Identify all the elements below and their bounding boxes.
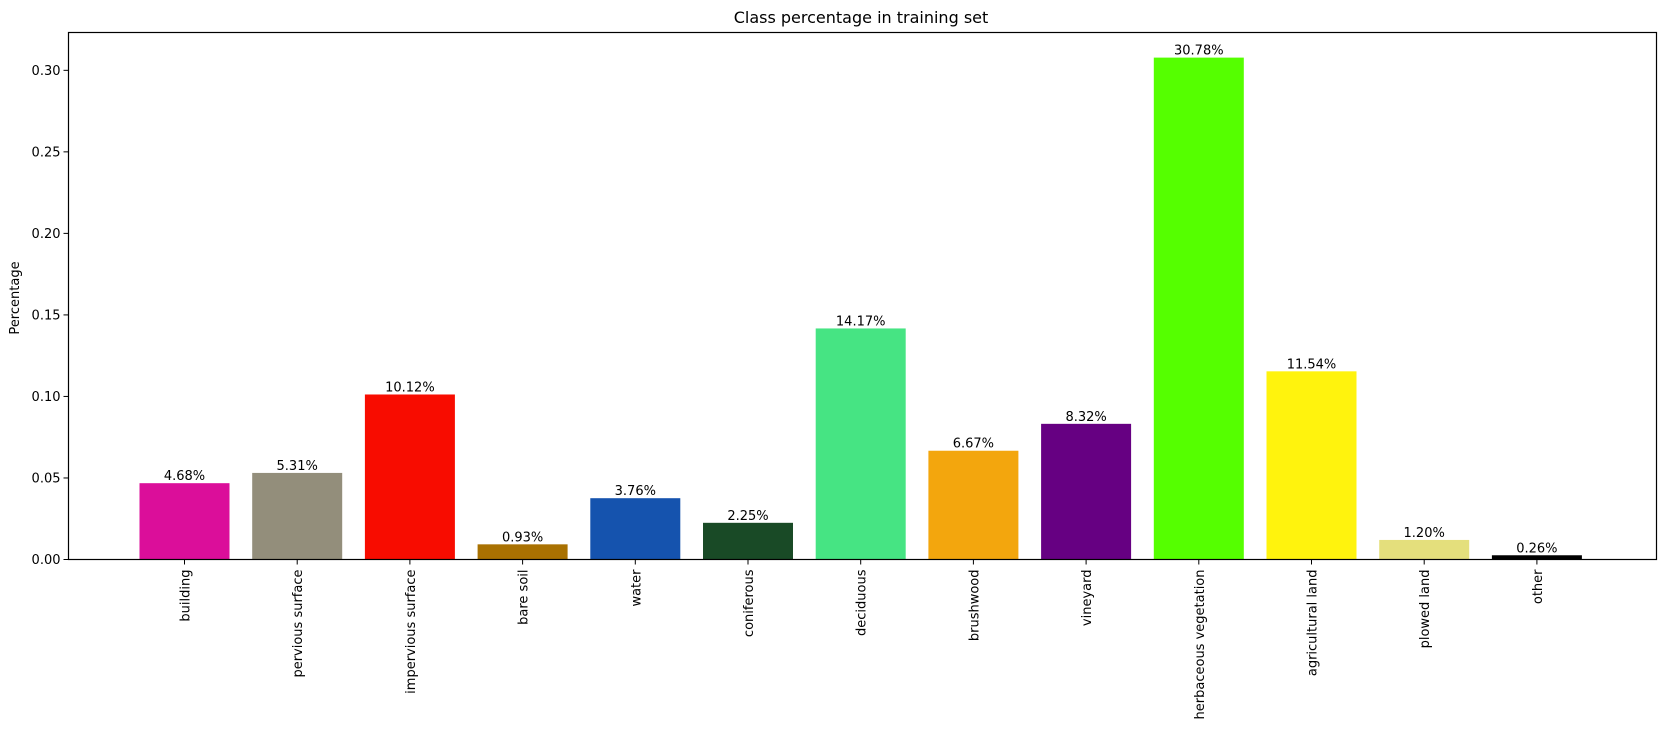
y-axis: 0.00 0.05 0.10 0.15 0.20 0.25 0.30 — [32, 64, 69, 568]
bar-herbaceous-vegetation — [1153, 57, 1244, 560]
data-labels-group: 4.68% 5.31% 10.12% 0.93% 3.76% 2.25% 14.17% 6.6… — [164, 44, 1558, 557]
bar-impervious-surface — [364, 394, 455, 560]
data-label-vineyard: 8.32% — [1065, 410, 1106, 425]
bar-pervious-surface — [252, 472, 343, 560]
chart-title: Class percentage in training set — [734, 8, 989, 27]
x-tick-label-impervious-surface: impervious surface — [404, 570, 419, 694]
data-label-agricultural-land: 11.54% — [1287, 357, 1337, 372]
y-tick-label: 0.25 — [32, 145, 61, 160]
y-tick-label: 0.15 — [32, 308, 61, 323]
y-tick-label: 0.05 — [32, 471, 61, 486]
x-tick-label-agricultural-land: agricultural land — [1306, 570, 1321, 677]
y-tick-label: 0.10 — [32, 390, 61, 405]
data-label-deciduous: 14.17% — [836, 314, 886, 329]
x-tick-label-other: other — [1531, 569, 1546, 604]
bar-water — [590, 498, 681, 560]
data-label-herbaceous-vegetation: 30.78% — [1174, 44, 1224, 59]
x-tick-label-plowed-land: plowed land — [1418, 570, 1433, 649]
data-label-water: 3.76% — [615, 484, 656, 499]
bar-building — [139, 483, 230, 560]
x-tick-label-building: building — [179, 570, 194, 622]
y-axis-label: Percentage — [8, 261, 23, 334]
bar-brushwood — [928, 450, 1019, 560]
x-tick-label-vineyard: vineyard — [1080, 570, 1095, 627]
x-tick-label-bare-soil: bare soil — [517, 570, 532, 625]
y-tick-label: 0.20 — [32, 227, 61, 242]
data-label-brushwood: 6.67% — [953, 437, 994, 452]
data-label-plowed-land: 1.20% — [1404, 526, 1445, 541]
y-tick-label: 0.30 — [32, 64, 61, 79]
x-tick-label-deciduous: deciduous — [855, 569, 870, 636]
plot-frame — [67, 31, 1658, 561]
x-tick-label-pervious-surface: pervious surface — [291, 570, 306, 678]
y-tick-label: 0.00 — [32, 553, 61, 568]
x-axis: building pervious surface impervious surfa… — [179, 559, 1546, 720]
data-label-pervious-surface: 5.31% — [277, 459, 318, 474]
x-tick-label-coniferous: coniferous — [742, 569, 757, 637]
data-label-impervious-surface: 10.12% — [385, 380, 435, 395]
bars-group — [139, 57, 1582, 560]
data-label-bare-soil: 0.93% — [502, 530, 543, 545]
data-label-building: 4.68% — [164, 469, 205, 484]
bar-deciduous — [815, 328, 906, 560]
x-tick-label-herbaceous-vegetation: herbaceous vegetation — [1193, 570, 1208, 720]
data-label-coniferous: 2.25% — [727, 509, 768, 524]
bar-agricultural-land — [1266, 371, 1357, 560]
data-label-other: 0.26% — [1516, 541, 1557, 556]
bar-coniferous — [703, 522, 793, 560]
bar-bare-soil — [477, 544, 568, 560]
bar-vineyard — [1041, 423, 1132, 560]
x-tick-label-brushwood: brushwood — [967, 570, 982, 642]
x-tick-label-water: water — [629, 569, 644, 607]
bar-plowed-land — [1379, 539, 1470, 560]
bar-other — [1491, 555, 1582, 560]
